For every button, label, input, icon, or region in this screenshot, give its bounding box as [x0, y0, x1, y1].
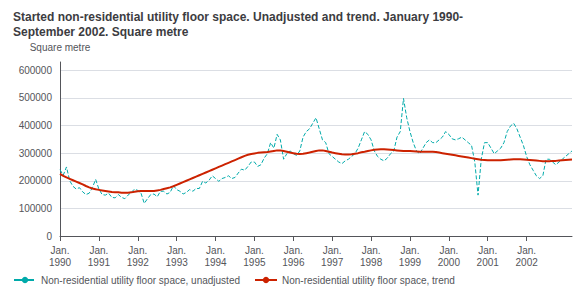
- svg-text:1992: 1992: [127, 257, 150, 268]
- svg-text:200000: 200000: [19, 175, 53, 186]
- svg-text:Jan.: Jan.: [167, 245, 186, 256]
- svg-text:1998: 1998: [360, 257, 383, 268]
- svg-text:Jan.: Jan.: [362, 245, 381, 256]
- svg-text:Jan.: Jan.: [128, 245, 147, 256]
- svg-text:Square metre: Square metre: [30, 42, 91, 53]
- svg-text:100000: 100000: [19, 203, 53, 214]
- svg-text:500000: 500000: [19, 92, 53, 103]
- svg-text:Jan.: Jan.: [439, 245, 458, 256]
- svg-text:2002: 2002: [516, 257, 539, 268]
- svg-text:0: 0: [46, 231, 52, 242]
- svg-text:Jan.: Jan.: [284, 245, 303, 256]
- svg-text:Jan.: Jan.: [401, 245, 420, 256]
- svg-text:1997: 1997: [321, 257, 344, 268]
- svg-text:600000: 600000: [19, 65, 53, 76]
- svg-text:Jan.: Jan.: [51, 245, 70, 256]
- svg-text:Jan.: Jan.: [89, 245, 108, 256]
- svg-text:Jan.: Jan.: [245, 245, 264, 256]
- svg-text:1990: 1990: [49, 257, 72, 268]
- svg-text:1994: 1994: [204, 257, 227, 268]
- svg-text:Jan.: Jan.: [517, 245, 536, 256]
- svg-text:400000: 400000: [19, 120, 53, 131]
- svg-text:Jan.: Jan.: [323, 245, 342, 256]
- svg-text:September 2002. Square metre: September 2002. Square metre: [13, 25, 189, 39]
- svg-text:1995: 1995: [243, 257, 266, 268]
- svg-text:Non-residential utility floor: Non-residential utility floor space, tre…: [282, 275, 455, 286]
- svg-text:1991: 1991: [88, 257, 111, 268]
- svg-text:Started non-residential utilit: Started non-residential utility floor sp…: [13, 10, 463, 24]
- svg-text:1996: 1996: [282, 257, 305, 268]
- svg-text:2000: 2000: [438, 257, 461, 268]
- svg-text:Non-residential utility floor: Non-residential utility floor space, una…: [41, 275, 240, 286]
- svg-text:Jan.: Jan.: [478, 245, 497, 256]
- svg-text:2001: 2001: [477, 257, 500, 268]
- svg-text:1999: 1999: [399, 257, 422, 268]
- svg-text:300000: 300000: [19, 148, 53, 159]
- svg-text:Jan.: Jan.: [206, 245, 225, 256]
- svg-text:1993: 1993: [166, 257, 189, 268]
